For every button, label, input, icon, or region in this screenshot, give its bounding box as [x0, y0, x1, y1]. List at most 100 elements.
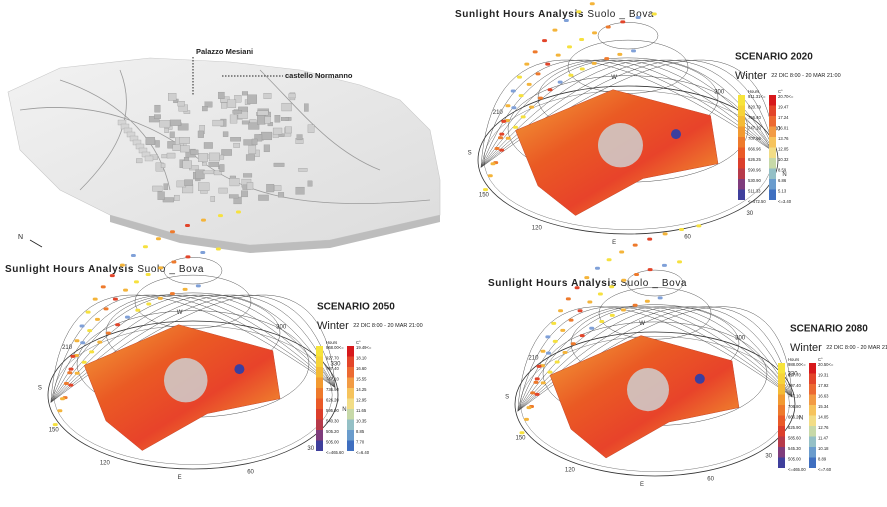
building — [249, 145, 256, 153]
period: 22 DIC 8:00 - 20 MAR 21:00 — [771, 73, 840, 79]
sun-position — [607, 258, 612, 261]
legend-label: 595.90 — [326, 408, 339, 413]
legend-swatch — [347, 388, 354, 399]
sun-position — [82, 361, 87, 364]
building — [164, 184, 168, 190]
sun-position — [645, 300, 650, 303]
scenario-title: SCENARIO 2020 — [735, 52, 813, 63]
building — [170, 120, 181, 126]
legend-swatch — [809, 395, 816, 406]
legend-swatch — [347, 399, 354, 410]
legend-swatch — [769, 179, 776, 190]
building — [264, 93, 271, 99]
sun-position — [558, 81, 563, 84]
sun-position — [115, 323, 120, 326]
sun-position — [589, 327, 594, 330]
building — [156, 140, 160, 147]
legend-label: 19.31 — [818, 373, 829, 378]
sun-position — [185, 255, 190, 258]
legend-swatch — [316, 346, 323, 357]
sun-position — [74, 339, 79, 342]
title-sub: Suolo _ Bova — [587, 9, 654, 20]
sun-position — [519, 94, 524, 97]
sun-position — [80, 341, 85, 344]
building — [261, 132, 272, 140]
compass-label: N — [342, 407, 346, 413]
sun-position — [553, 340, 558, 343]
building — [161, 164, 165, 168]
building — [252, 139, 257, 145]
building — [221, 103, 227, 109]
analysis-panel: Sunlight Hours Analysis Suolo _ BovaW300… — [488, 224, 887, 487]
figure: Palazzo Mesiani castello Normanno N Sunl… — [0, 0, 887, 507]
legend-label: 988.00<= — [788, 362, 806, 367]
sun-position — [101, 285, 106, 288]
shade-spot — [671, 129, 681, 139]
legend-label: 585.60 — [788, 436, 801, 441]
legend-label: 666.20 — [788, 415, 801, 420]
sun-position — [87, 329, 92, 332]
legend-label: 11.47 — [818, 436, 829, 441]
building — [198, 153, 207, 161]
sun-position — [511, 90, 516, 93]
sun-position — [579, 38, 584, 41]
building — [289, 94, 296, 98]
sun-position — [542, 39, 547, 42]
legend-label: 530.90 — [748, 178, 761, 183]
compass-label: N — [782, 172, 786, 178]
legend-swatch — [738, 137, 745, 148]
sun-position — [617, 53, 622, 56]
building — [146, 137, 155, 145]
legend-label: 827.70 — [788, 373, 801, 378]
legend-swatch — [809, 437, 816, 448]
compass-label: 300 — [735, 336, 746, 342]
building — [247, 182, 253, 189]
building — [223, 132, 228, 137]
analysis-panel: Sunlight Hours Analysis Suolo _ BovaW300… — [5, 210, 423, 481]
period: 22 DIC 8:00 - 20 MAR 21:00 — [826, 345, 887, 351]
sun-position — [540, 350, 545, 353]
sun-position — [527, 406, 532, 409]
sun-position — [533, 50, 538, 53]
sun-position — [536, 365, 541, 368]
legend-label: 19.49<= — [356, 345, 372, 350]
sun-position — [564, 19, 569, 22]
legend-swatch — [738, 95, 745, 106]
building — [234, 143, 240, 147]
dome-line — [568, 40, 688, 93]
compass-label: 30 — [746, 211, 753, 217]
sun-position — [631, 49, 636, 52]
legend-swatch — [316, 367, 323, 378]
legend-label: 10.18 — [818, 446, 829, 451]
sun-position — [218, 214, 223, 217]
legend-swatch — [809, 405, 816, 416]
compass-label: 150 — [515, 436, 526, 442]
legend-swatch — [347, 367, 354, 378]
legend-label: 18.10 — [356, 356, 367, 361]
compass-label: E — [178, 475, 182, 481]
building — [273, 128, 282, 134]
building — [209, 153, 220, 161]
compass-label: 210 — [528, 355, 539, 361]
legend-swatch — [738, 179, 745, 190]
legend-swatch — [769, 137, 776, 148]
sun-position — [598, 292, 603, 295]
sun-position — [521, 115, 526, 118]
sun-position — [86, 311, 91, 314]
legend-label: 540.30 — [326, 419, 339, 424]
building — [220, 164, 225, 171]
sun-position — [524, 418, 529, 421]
legend-swatch — [347, 346, 354, 357]
legend-swatch — [809, 458, 816, 469]
compass-label: S — [38, 385, 42, 391]
map-label: Palazzo Mesiani — [196, 47, 253, 56]
sun-position — [196, 284, 201, 287]
sun-position — [546, 352, 551, 355]
sun-position — [633, 244, 638, 247]
map-label: castello Normanno — [285, 71, 353, 80]
title-sub: Suolo _ Bova — [137, 264, 204, 275]
sun-position — [652, 12, 657, 15]
legend-label: <=3.40 — [778, 199, 792, 204]
compass-label: 60 — [247, 469, 254, 475]
building — [170, 132, 175, 138]
